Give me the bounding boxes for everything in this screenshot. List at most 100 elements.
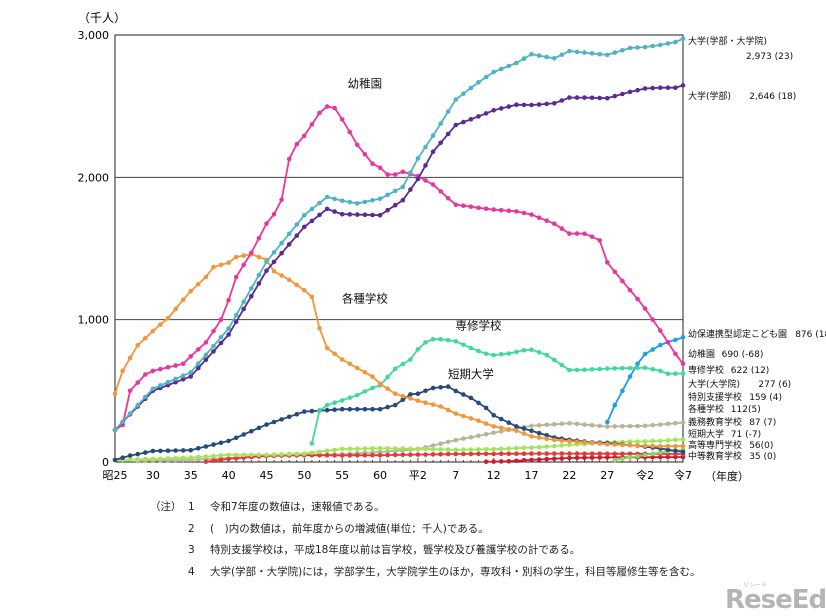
data-point — [612, 93, 618, 99]
data-point — [249, 250, 254, 256]
data-point — [498, 459, 504, 464]
data-point — [120, 455, 125, 461]
data-point — [309, 294, 315, 300]
data-point — [392, 202, 398, 208]
data-point — [498, 425, 504, 431]
data-point — [582, 231, 587, 236]
data-point — [453, 388, 459, 394]
data-point — [612, 442, 618, 447]
data-point — [498, 207, 504, 213]
data-point — [203, 459, 209, 464]
data-point — [476, 451, 481, 457]
data-point — [620, 48, 625, 53]
x-tick-label: 令2 — [636, 468, 654, 482]
x-tick-label: 35 — [184, 469, 198, 482]
data-point — [597, 51, 602, 57]
data-point — [430, 133, 436, 138]
data-point — [658, 85, 663, 90]
data-point — [605, 441, 610, 447]
data-point — [642, 86, 648, 91]
data-point — [627, 442, 633, 448]
data-point — [536, 451, 542, 456]
data-point — [673, 85, 678, 90]
data-point — [514, 60, 519, 66]
data-point — [529, 428, 534, 434]
data-point — [400, 197, 406, 203]
data-point — [514, 349, 519, 355]
data-point — [370, 385, 375, 391]
data-point — [567, 421, 572, 426]
data-point — [567, 231, 572, 236]
data-point — [559, 451, 565, 456]
series-annotation: 幼稚園 — [348, 77, 383, 91]
data-point — [680, 361, 686, 367]
data-point — [514, 458, 519, 464]
data-point — [385, 446, 390, 451]
data-point — [400, 452, 406, 458]
data-point — [445, 196, 451, 201]
data-point — [476, 418, 481, 424]
data-point — [438, 140, 444, 146]
data-point — [461, 203, 466, 208]
data-point — [650, 85, 655, 91]
data-point — [673, 443, 678, 449]
data-point — [302, 224, 307, 230]
data-point — [635, 45, 640, 50]
data-point — [332, 209, 337, 214]
data-point — [180, 297, 186, 303]
data-point — [559, 226, 565, 231]
data-point — [302, 212, 307, 218]
data-point — [468, 447, 474, 452]
data-point — [536, 430, 542, 436]
data-point — [385, 386, 390, 392]
data-point — [597, 366, 602, 372]
footnotes: （注） 1 令和7年度の数値は，速報値である。 2 ( )内の数値は，前年度から… — [150, 497, 790, 583]
data-point — [362, 199, 368, 205]
data-point — [491, 446, 497, 452]
data-point — [150, 328, 156, 334]
data-point — [612, 451, 618, 457]
data-point — [392, 188, 398, 194]
data-point — [233, 452, 239, 458]
data-point — [218, 440, 224, 446]
data-point — [294, 282, 300, 288]
right-series-value: 87 (7) — [749, 418, 776, 428]
data-point — [188, 447, 193, 453]
data-point — [483, 111, 489, 116]
data-point — [514, 209, 519, 214]
data-point — [491, 424, 497, 429]
data-point — [286, 156, 292, 162]
data-point — [324, 194, 330, 200]
data-point — [317, 449, 322, 455]
data-point — [658, 450, 663, 455]
data-point — [120, 419, 125, 425]
series-line — [114, 37, 684, 431]
data-point — [476, 447, 481, 452]
data-point — [158, 456, 163, 461]
data-point — [279, 417, 284, 422]
data-point — [218, 340, 224, 346]
data-point — [438, 189, 444, 194]
data-point — [559, 98, 565, 103]
data-point — [362, 406, 368, 412]
data-point — [483, 74, 489, 80]
data-point — [589, 451, 595, 457]
data-point — [476, 400, 481, 406]
y-tick-label: 3,000 — [78, 29, 110, 42]
data-point — [423, 452, 428, 457]
data-point — [143, 456, 148, 462]
right-labels: 大学(学部・大学院) 2,973 (23) 大学(学部) 2,646 (18) 幼保連携… — [688, 35, 826, 462]
data-point — [612, 366, 618, 371]
data-point — [680, 371, 686, 376]
data-point — [498, 416, 504, 422]
data-point — [377, 165, 383, 170]
data-point — [264, 259, 269, 265]
data-point — [408, 187, 413, 192]
data-point — [468, 434, 474, 440]
data-point — [597, 95, 602, 101]
data-point — [256, 281, 262, 286]
data-point — [514, 451, 519, 457]
data-point — [385, 172, 390, 177]
data-point — [627, 365, 633, 371]
data-point — [370, 446, 375, 451]
